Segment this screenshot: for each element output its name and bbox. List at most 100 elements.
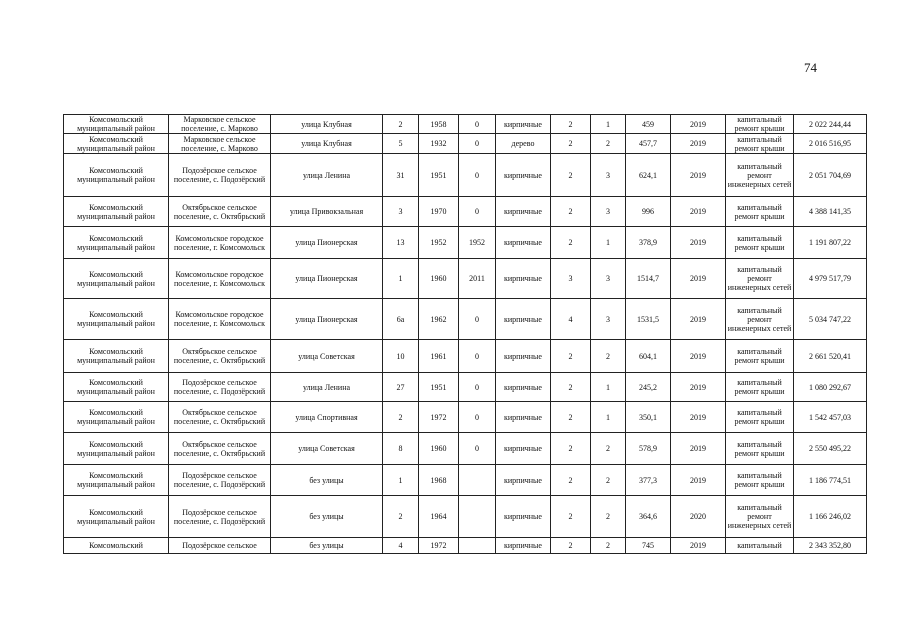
cell-house-number: 3 (382, 196, 419, 227)
cell-street: без улицы (270, 495, 383, 538)
cell-work-type: капитальный ремонт крыши (725, 196, 794, 227)
cell-area: 459 (625, 114, 671, 134)
cell-floors: 2 (550, 114, 591, 134)
cell-district: Комсомольский муниципальный район (63, 401, 169, 433)
cell-wall-material: кирпичные (495, 339, 551, 373)
cell-repair-year: 2019 (670, 153, 726, 197)
table-row: Комсомольский муниципальный район Комсомо… (63, 226, 867, 259)
cell-area: 378,9 (625, 226, 671, 259)
cell-build-year: 1961 (418, 339, 459, 373)
cell-street: улица Ленина (270, 372, 383, 402)
cell-district: Комсомольский муниципальный район (63, 153, 169, 197)
cell-wall-material: кирпичные (495, 537, 551, 554)
cell-entrances: 2 (590, 495, 626, 538)
cell-settlement: Комсомольское городское поселение, г. Ко… (168, 258, 271, 299)
cell-district: Комсомольский муниципальный район (63, 339, 169, 373)
cell-house-number: 31 (382, 153, 419, 197)
table-row: Комсомольский муниципальный район Подозёр… (63, 153, 867, 197)
cell-renovation-year: 0 (458, 153, 496, 197)
cell-street: улица Советская (270, 339, 383, 373)
cell-house-number: 2 (382, 495, 419, 538)
cell-area: 996 (625, 196, 671, 227)
cell-area: 745 (625, 537, 671, 554)
cell-house-number: 2 (382, 401, 419, 433)
cell-cost: 4 979 517,79 (793, 258, 867, 299)
cell-settlement: Октябрьское сельское поселение, с. Октяб… (168, 339, 271, 373)
cell-build-year: 1960 (418, 432, 459, 465)
cell-house-number: 1 (382, 258, 419, 299)
cell-work-type: капитальный ремонт крыши (725, 401, 794, 433)
cell-street: улица Пионерская (270, 258, 383, 299)
cell-renovation-year: 0 (458, 298, 496, 340)
cell-build-year: 1972 (418, 401, 459, 433)
cell-settlement: Октябрьское сельское поселение, с. Октяб… (168, 401, 271, 433)
cell-work-type: капитальный ремонт инженерных сетей (725, 298, 794, 340)
cell-settlement: Комсомольское городское поселение, г. Ко… (168, 226, 271, 259)
cell-entrances: 2 (590, 339, 626, 373)
cell-district: Комсомольский муниципальный район (63, 196, 169, 227)
cell-renovation-year: 1952 (458, 226, 496, 259)
cell-repair-year: 2019 (670, 298, 726, 340)
cell-floors: 2 (550, 495, 591, 538)
cell-district: Комсомольский муниципальный район (63, 298, 169, 340)
cell-work-type: капитальный ремонт крыши (725, 226, 794, 259)
cell-wall-material: кирпичные (495, 196, 551, 227)
table-row: Комсомольский муниципальный район Октябрь… (63, 196, 867, 227)
cell-district: Комсомольский муниципальный район (63, 226, 169, 259)
cell-wall-material: кирпичные (495, 432, 551, 465)
cell-renovation-year (458, 537, 496, 554)
cell-build-year: 1962 (418, 298, 459, 340)
table-row: Комсомольский муниципальный район Подозёр… (63, 372, 867, 402)
cell-floors: 2 (550, 537, 591, 554)
cell-build-year: 1952 (418, 226, 459, 259)
table-row: Комсомольский муниципальный район Октябрь… (63, 339, 867, 373)
cell-floors: 3 (550, 258, 591, 299)
cell-area: 1514,7 (625, 258, 671, 299)
cell-work-type: капитальный ремонт крыши (725, 114, 794, 134)
cell-street: улица Пионерская (270, 226, 383, 259)
cell-house-number: 8 (382, 432, 419, 465)
cell-floors: 2 (550, 432, 591, 465)
cell-cost: 1 080 292,67 (793, 372, 867, 402)
cell-settlement: Октябрьское сельское поселение, с. Октяб… (168, 196, 271, 227)
cell-settlement: Подозёрское сельское поселение, с. Подоз… (168, 153, 271, 197)
cell-renovation-year: 0 (458, 114, 496, 134)
cell-street: улица Спортивная (270, 401, 383, 433)
cell-street: улица Советская (270, 432, 383, 465)
cell-area: 457,7 (625, 133, 671, 154)
cell-floors: 2 (550, 464, 591, 496)
cell-district: Комсомольский муниципальный район (63, 258, 169, 299)
cell-wall-material: кирпичные (495, 153, 551, 197)
cell-repair-year: 2019 (670, 372, 726, 402)
cell-area: 245,2 (625, 372, 671, 402)
cell-repair-year: 2019 (670, 226, 726, 259)
cell-floors: 2 (550, 133, 591, 154)
cell-area: 604,1 (625, 339, 671, 373)
cell-work-type: капитальный ремонт крыши (725, 372, 794, 402)
cell-entrances: 3 (590, 298, 626, 340)
cell-house-number: 10 (382, 339, 419, 373)
cell-repair-year: 2019 (670, 339, 726, 373)
cell-area: 364,6 (625, 495, 671, 538)
cell-house-number: 1 (382, 464, 419, 496)
cell-district: Комсомольский (63, 537, 169, 554)
cell-build-year: 1970 (418, 196, 459, 227)
cell-floors: 2 (550, 196, 591, 227)
cell-cost: 2 661 520,41 (793, 339, 867, 373)
table-row: Комсомольский муниципальный район Комсомо… (63, 258, 867, 299)
cell-cost: 1 191 807,22 (793, 226, 867, 259)
cell-renovation-year: 0 (458, 401, 496, 433)
cell-area: 624,1 (625, 153, 671, 197)
cell-district: Комсомольский муниципальный район (63, 133, 169, 154)
cell-floors: 2 (550, 339, 591, 373)
cell-street: улица Привокзальная (270, 196, 383, 227)
cell-floors: 2 (550, 401, 591, 433)
cell-street: без улицы (270, 537, 383, 554)
cell-build-year: 1968 (418, 464, 459, 496)
cell-cost: 2 051 704,69 (793, 153, 867, 197)
cell-cost: 1 542 457,03 (793, 401, 867, 433)
cell-build-year: 1972 (418, 537, 459, 554)
cell-repair-year: 2019 (670, 114, 726, 134)
cell-street: улица Пионерская (270, 298, 383, 340)
cell-wall-material: кирпичные (495, 372, 551, 402)
